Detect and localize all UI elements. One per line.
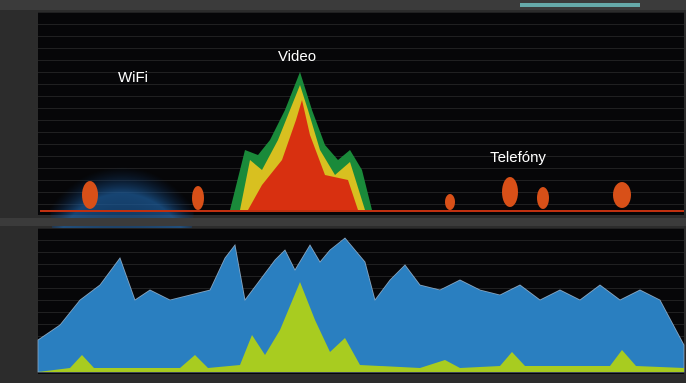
hotspot [445, 194, 455, 210]
page: WiFi Video Telefóny (() => { const data … [0, 0, 686, 383]
hotspot [537, 187, 549, 209]
telephony-label: Telefóny [490, 149, 546, 166]
wifi-label: WiFi [118, 69, 148, 86]
hotspot [192, 186, 204, 210]
spectrum-analyzer: WiFi Video Telefóny [0, 0, 686, 383]
mid-bar [0, 218, 686, 226]
hotspot [502, 177, 518, 207]
hotspot [613, 182, 631, 208]
baseline-noise [40, 210, 684, 212]
video-label: Video [278, 48, 316, 65]
bottom-bar [0, 374, 686, 383]
hotspot [82, 181, 98, 209]
color-scale [520, 3, 640, 7]
